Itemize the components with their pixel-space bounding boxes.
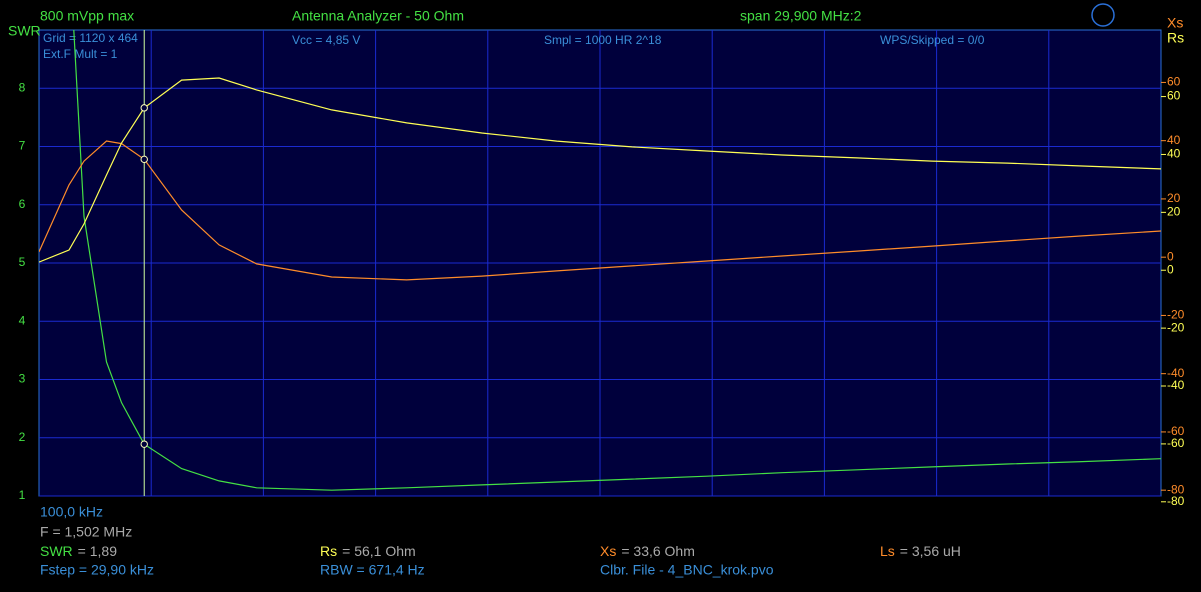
readout: SWR = 1,89 — [40, 543, 117, 559]
y-axis-label: SWR — [8, 23, 41, 39]
y-tick-label: 1 — [19, 488, 26, 502]
series-line — [73, 30, 1161, 491]
header-left: 800 mVpp max — [40, 8, 134, 24]
y3-tick-label: 40 — [1167, 147, 1181, 161]
readouts: SWR = 1,89 Rs = 56,1 Ohm Xs = 33,6 Ohm Ls = 3,5… — [40, 543, 961, 559]
y3-tick-label: 20 — [1167, 205, 1181, 219]
header-center: Antenna Analyzer - 50 Ohm — [292, 8, 464, 24]
y2-tick-label: -40 — [1167, 366, 1185, 380]
cursor-frequency: F = 1,502 MHz — [40, 524, 132, 540]
readout-value: = 1,89 — [78, 543, 118, 559]
y-tick-label: 6 — [19, 197, 26, 211]
y3-tick-label: -80 — [1167, 494, 1185, 508]
y3-tick-label: 0 — [1167, 262, 1174, 276]
y-tick-label: 8 — [19, 80, 26, 94]
header-right: span 29,900 MHz:2 — [740, 8, 862, 24]
readout: Xs = 33,6 Ohm — [600, 543, 695, 559]
y3-axis-label: Rs — [1167, 30, 1184, 46]
y-tick-label: 7 — [19, 139, 26, 153]
cursor-point — [140, 155, 148, 164]
y3-tick-label: -40 — [1167, 378, 1185, 392]
start-frequency: 100,0 kHz — [40, 504, 103, 520]
info-text: Ext.F Mult = 1 — [43, 47, 118, 61]
y2-tick-label: -20 — [1167, 308, 1185, 322]
series-line — [39, 140, 1161, 281]
footer-text: Fstep = 29,90 kHz — [40, 562, 154, 578]
y2-tick-label: 60 — [1167, 75, 1181, 89]
info-text: Smpl = 1000 HR 2^18 — [544, 33, 662, 47]
y3-tick-label: -20 — [1167, 320, 1185, 334]
info-text: WPS/Skipped = 0/0 — [880, 33, 985, 47]
y-tick-label: 2 — [19, 430, 26, 444]
footer-text: RBW = 671,4 Hz — [320, 562, 425, 578]
readout: Rs = 56,1 Ohm — [320, 543, 416, 559]
readout-name: SWR — [40, 543, 73, 559]
y-tick-label: 4 — [19, 313, 26, 327]
readout-value: = 56,1 Ohm — [342, 543, 416, 559]
y2-tick-label: 40 — [1167, 133, 1181, 147]
readout-name: Rs — [320, 543, 337, 559]
cursor-point — [140, 104, 148, 112]
readout-name: Ls — [880, 543, 895, 559]
y2-tick-label: -60 — [1167, 424, 1185, 438]
y2-tick-label: -80 — [1167, 482, 1185, 496]
readout-value: = 3,56 uH — [900, 543, 961, 559]
status-indicator — [1091, 3, 1115, 27]
readout-value: = 33,6 Ohm — [621, 543, 695, 559]
cursor-point — [140, 440, 148, 448]
series-line — [39, 77, 1161, 263]
y2-tick-label: 20 — [1167, 191, 1181, 205]
y3-tick-label: -60 — [1167, 436, 1185, 450]
y3-tick-label: 60 — [1167, 89, 1181, 103]
y-tick-label: 3 — [19, 372, 26, 386]
readout-name: Xs — [600, 543, 616, 559]
y-tick-label: 5 — [19, 255, 26, 269]
readout: Ls = 3,56 uH — [880, 543, 961, 559]
info-text: Vcc = 4,85 V — [292, 33, 360, 47]
info-text: Grid = 1120 x 464 — [43, 31, 138, 45]
footer-text: Clbr. File - 4_BNC_krok.pvo — [600, 562, 774, 578]
y2-axis-label: Xs — [1167, 15, 1183, 31]
y2-tick-label: 0 — [1167, 249, 1174, 263]
